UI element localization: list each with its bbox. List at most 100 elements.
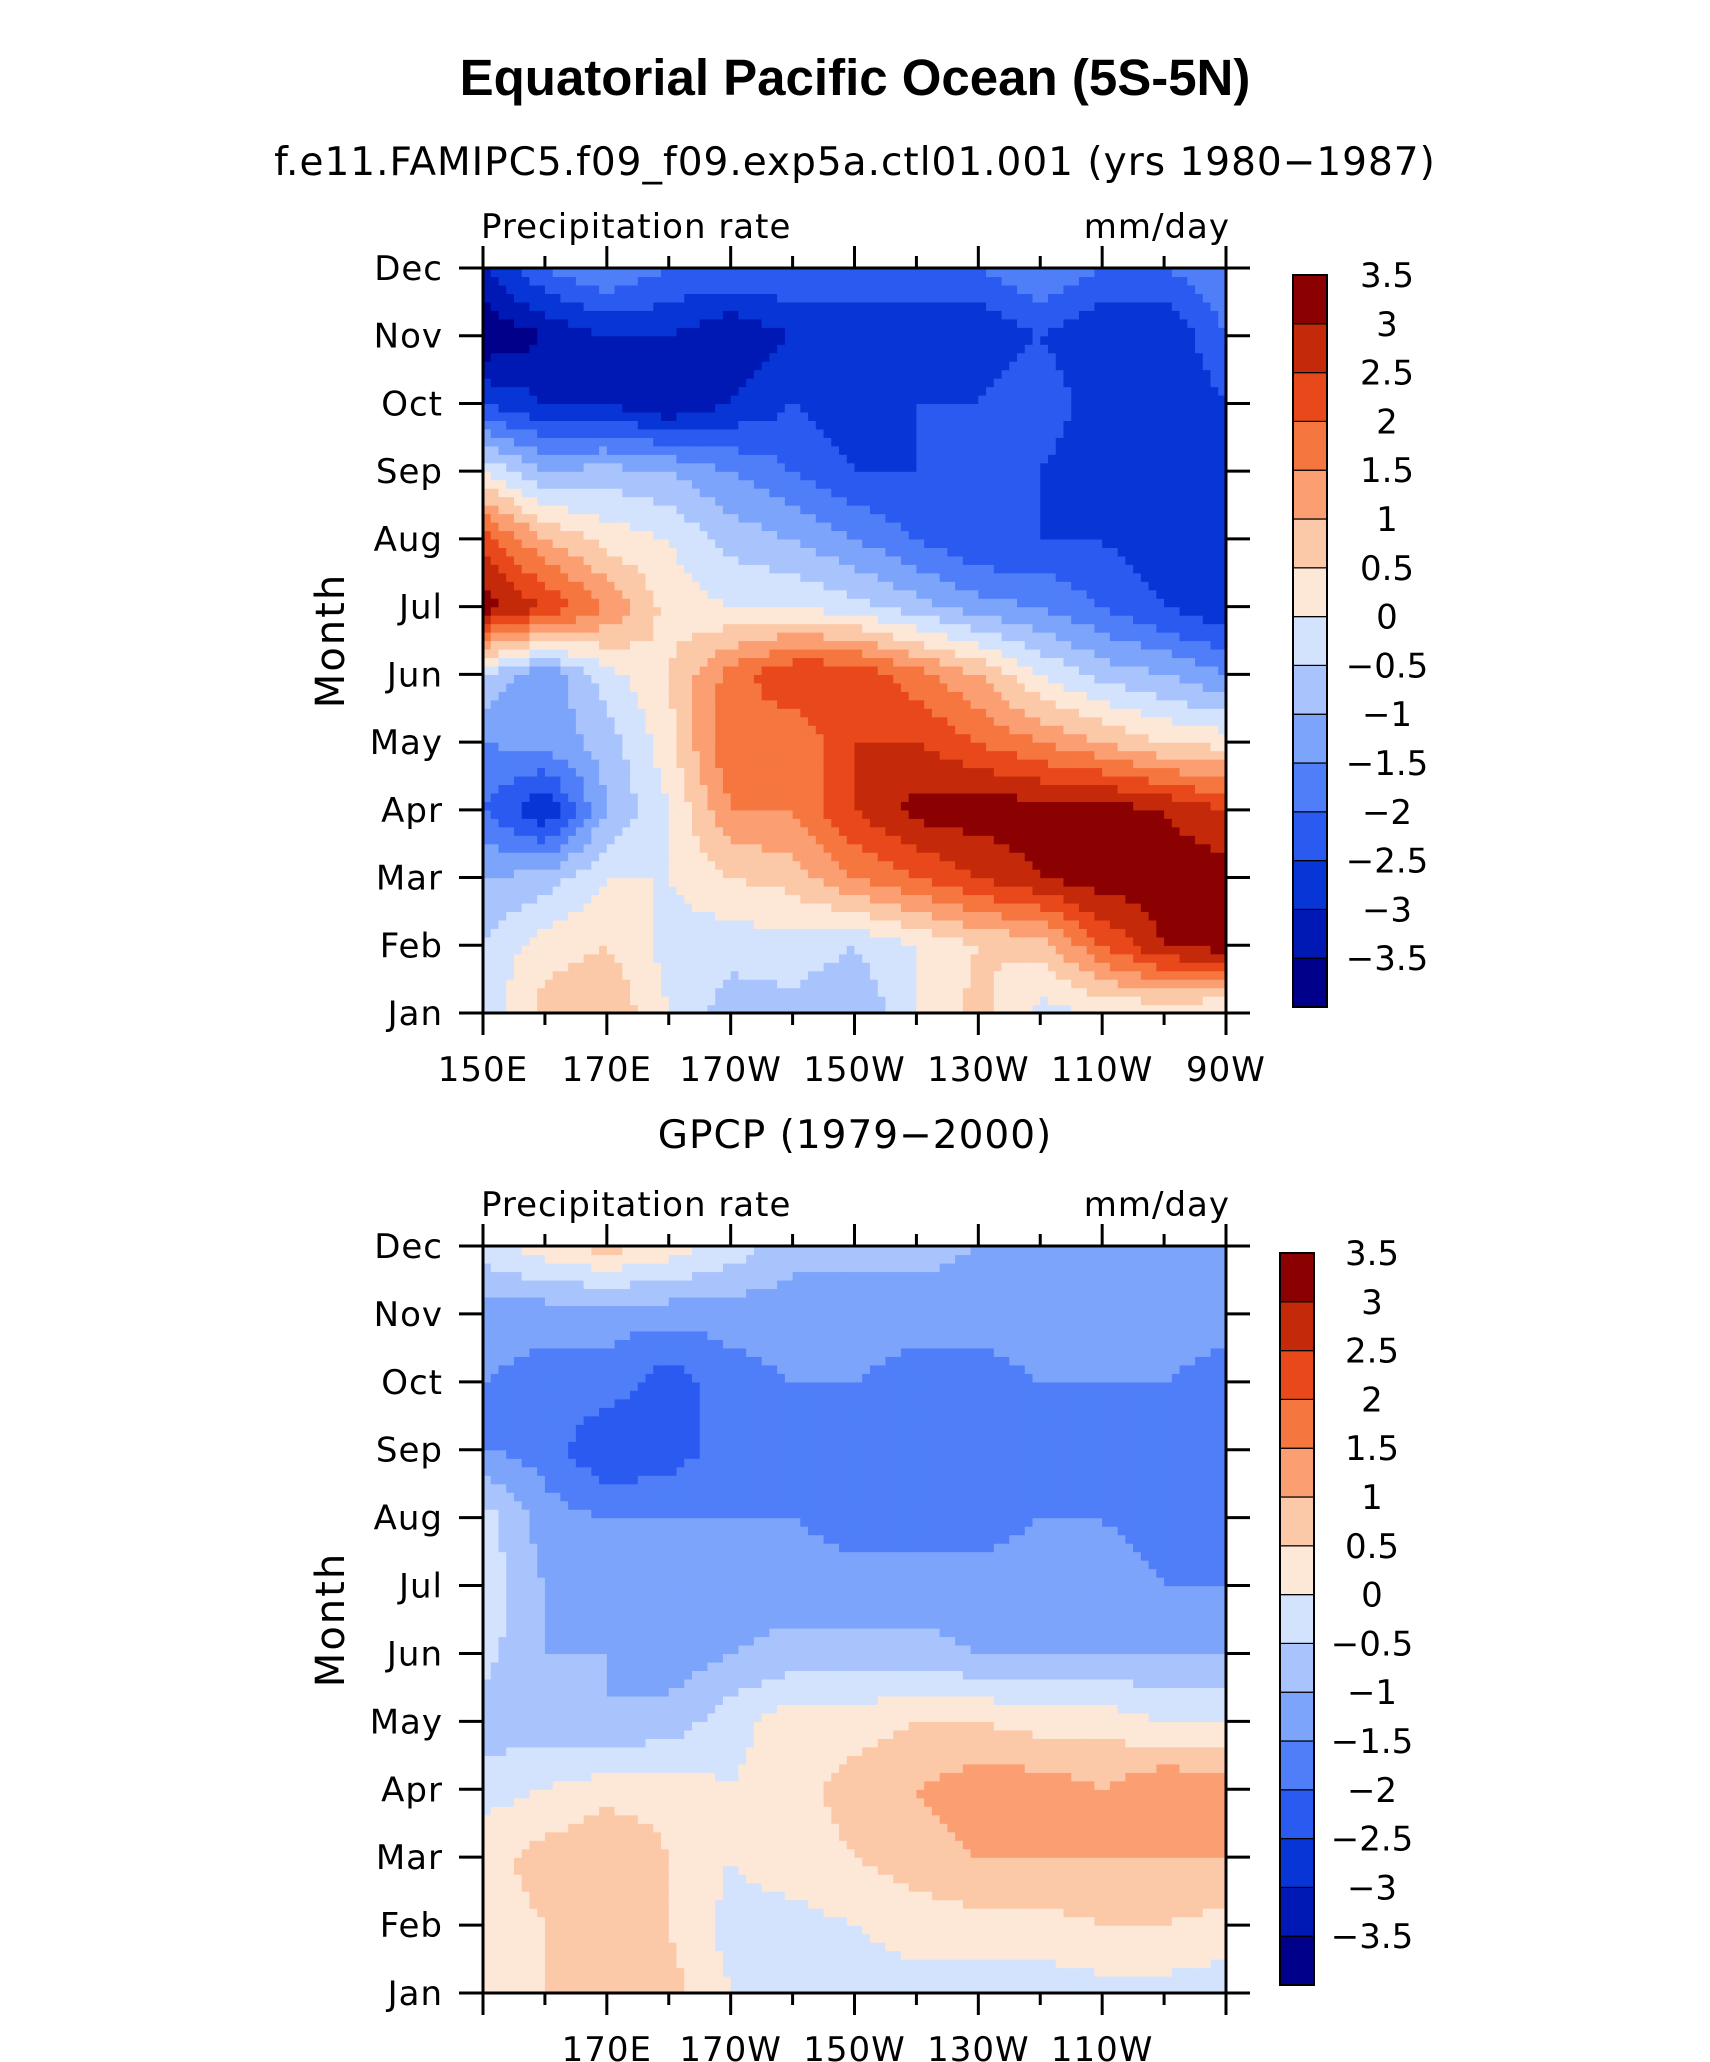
heatmap-cell xyxy=(939,775,948,786)
heatmap-cell xyxy=(1133,581,1142,591)
heatmap-cell xyxy=(715,987,724,997)
heatmap-cell xyxy=(808,860,817,870)
heatmap-cell xyxy=(862,750,871,760)
heatmap-cell xyxy=(1024,665,1034,675)
heatmap-cell xyxy=(691,936,701,946)
heatmap-cell xyxy=(1171,826,1181,836)
heatmap-cell xyxy=(575,674,585,684)
heatmap-cell xyxy=(862,860,871,870)
heatmap-cell xyxy=(746,843,755,853)
heatmap-cell xyxy=(1109,970,1119,980)
heatmap-cell xyxy=(761,860,770,870)
heatmap-cell xyxy=(738,674,747,684)
heatmap-cell xyxy=(970,581,979,591)
heatmap-cell xyxy=(1171,801,1181,811)
heatmap-cell xyxy=(839,775,848,786)
heatmap-cell xyxy=(1210,682,1219,692)
heatmap-cell xyxy=(622,589,631,599)
heatmap-cell xyxy=(513,589,523,599)
heatmap-cell xyxy=(498,648,507,659)
heatmap-cell xyxy=(931,979,941,989)
heatmap-cell xyxy=(993,742,1003,752)
heatmap-cell xyxy=(808,818,817,828)
heatmap-cell xyxy=(630,657,639,667)
heatmap-cell xyxy=(978,902,987,913)
heatmap-cell xyxy=(715,623,724,633)
heatmap-cell xyxy=(691,623,701,633)
heatmap-cell xyxy=(1086,589,1096,599)
heatmap-cell xyxy=(746,648,755,659)
heatmap-cell xyxy=(722,962,732,972)
heatmap-cell xyxy=(978,919,987,929)
heatmap-cell xyxy=(691,945,701,955)
heatmap-cell xyxy=(769,767,778,777)
heatmap-cell xyxy=(1047,640,1057,650)
heatmap-cell xyxy=(529,775,538,786)
heatmap-cell xyxy=(924,767,933,777)
heatmap-cell xyxy=(893,648,902,659)
heatmap-cell xyxy=(1195,809,1204,819)
heatmap-cell xyxy=(800,598,809,608)
heatmap-cell xyxy=(1133,860,1142,870)
heatmap-cell xyxy=(815,775,825,786)
heatmap-cell xyxy=(1001,869,1010,879)
heatmap-cell xyxy=(591,801,600,811)
heatmap-cell xyxy=(1133,962,1142,972)
heatmap-cell xyxy=(1156,632,1165,642)
heatmap-cell xyxy=(1009,598,1018,608)
heatmap-cell xyxy=(1071,581,1080,591)
heatmap-cell xyxy=(599,640,608,650)
heatmap-cell xyxy=(931,936,941,946)
heatmap-cell xyxy=(869,818,879,828)
heatmap-cell xyxy=(513,886,523,896)
heatmap-cell xyxy=(862,987,871,997)
heatmap-cell xyxy=(831,894,840,904)
heatmap-cell xyxy=(947,589,956,599)
heatmap-cell xyxy=(1078,996,1088,1006)
heatmap-cell xyxy=(854,860,863,870)
heatmap-cell xyxy=(1156,919,1165,929)
heatmap-cell xyxy=(924,742,933,752)
heatmap-cell xyxy=(823,928,832,938)
heatmap-cell xyxy=(900,665,910,675)
heatmap-cell xyxy=(924,987,933,997)
heatmap-cell xyxy=(939,623,948,633)
heatmap-cell xyxy=(769,784,778,794)
heatmap-cell xyxy=(746,725,755,735)
heatmap-cell xyxy=(521,911,531,921)
heatmap-cell xyxy=(784,852,794,862)
heatmap-cell xyxy=(1071,987,1080,997)
heatmap-cell xyxy=(1063,886,1072,896)
heatmap-cell xyxy=(1086,708,1096,718)
heatmap-cell xyxy=(1078,665,1088,675)
heatmap-cell xyxy=(962,657,972,667)
heatmap-cell xyxy=(877,902,887,913)
heatmap-cell xyxy=(575,623,585,633)
heatmap-cell xyxy=(483,987,492,997)
heatmap-cell xyxy=(1086,919,1096,929)
heatmap-cell xyxy=(622,733,631,743)
heatmap-cell xyxy=(1094,665,1103,675)
heatmap-cell xyxy=(684,784,693,794)
heatmap-cell xyxy=(506,750,515,760)
heatmap-cell xyxy=(513,657,523,667)
heatmap-cell xyxy=(869,911,879,921)
heatmap-cell xyxy=(1164,581,1173,591)
heatmap-cell xyxy=(730,657,740,667)
heatmap-cell xyxy=(978,632,987,642)
heatmap-cell xyxy=(1148,852,1157,862)
heatmap-cell xyxy=(1024,725,1034,735)
heatmap-cell xyxy=(846,682,856,692)
heatmap-cell xyxy=(1071,911,1080,921)
heatmap-cell xyxy=(653,665,662,675)
heatmap-cell xyxy=(1063,970,1072,980)
heatmap-cell xyxy=(761,945,770,955)
heatmap-cell xyxy=(978,784,987,794)
heatmap-cell xyxy=(1102,682,1111,692)
heatmap-cell xyxy=(1017,792,1026,802)
heatmap-cell xyxy=(761,759,770,769)
heatmap-cell xyxy=(900,996,910,1006)
heatmap-cell xyxy=(591,852,600,862)
heatmap-cell xyxy=(1210,623,1219,633)
heatmap-cell xyxy=(1086,962,1096,972)
